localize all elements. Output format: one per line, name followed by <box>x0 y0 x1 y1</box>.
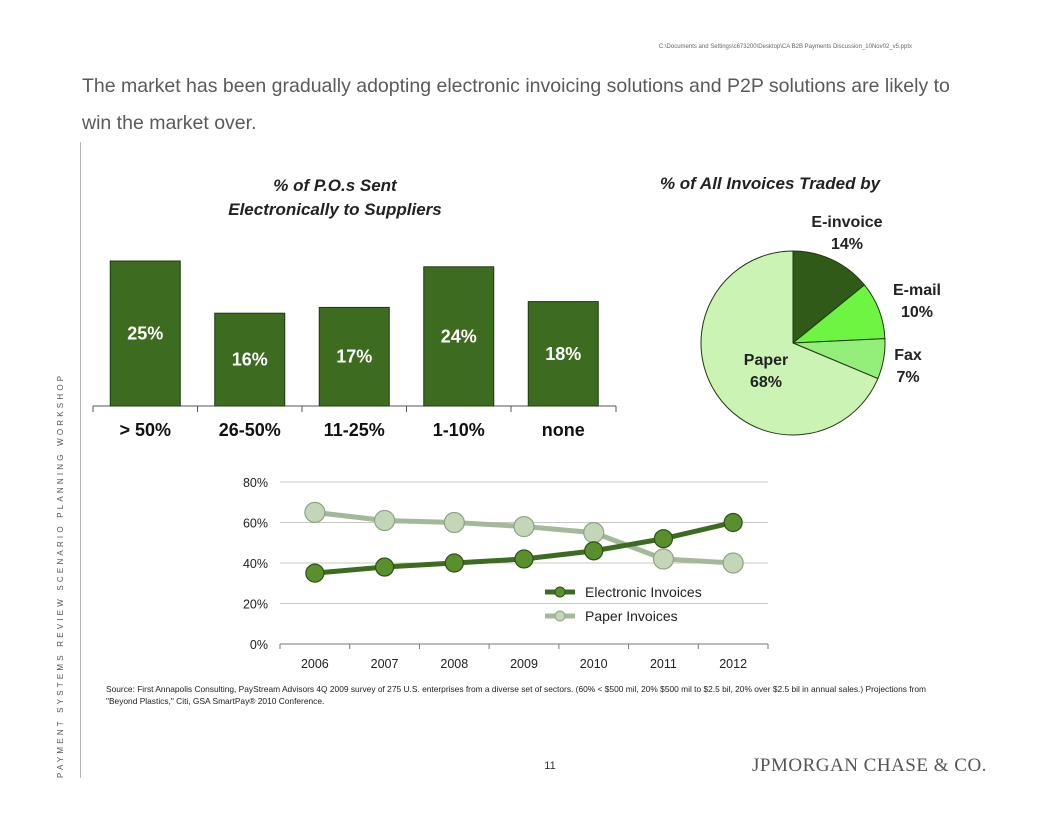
pie-chart-title: % of All Invoices Traded by <box>659 174 881 193</box>
pie-slice-name: E-invoice <box>811 214 882 231</box>
jpmorgan-logo: JPMORGAN CHASE & CO. <box>752 755 987 776</box>
line-y-tick-label: 20% <box>243 598 268 612</box>
bar-category-label: 26-50% <box>219 420 281 440</box>
series-point-0 <box>514 549 534 569</box>
line-y-tick-label: 0% <box>250 638 268 652</box>
line-y-tick-label: 80% <box>243 476 268 490</box>
bar-value-label: 16% <box>232 350 268 370</box>
legend-marker-1 <box>554 610 566 622</box>
sidebar-vertical-text: PAYMENT SYSTEMS REVIEW SCENARIO PLANNING… <box>56 372 65 778</box>
pie-slice-name: Fax <box>894 347 922 364</box>
bar-value-label: 17% <box>336 347 372 367</box>
line-x-tick-label: 2012 <box>719 657 747 671</box>
series-point-1 <box>373 509 396 532</box>
source-note: Source: First Annapolis Consulting, PayS… <box>106 684 926 706</box>
file-path: C:\Documents and Settings\c673200\Deskto… <box>658 44 912 50</box>
line-x-tick-label: 2011 <box>650 657 677 671</box>
line-y-tick-label: 40% <box>243 557 268 571</box>
series-point-0 <box>444 553 464 573</box>
pie-slice-label: 68% <box>750 374 782 391</box>
line-x-tick-label: 2009 <box>510 657 538 671</box>
pie-slice-label: 7% <box>896 369 919 386</box>
pie-slice-e-invoice <box>792 250 866 345</box>
line-x-tick-label: 2008 <box>440 657 468 671</box>
vertical-divider <box>80 142 81 778</box>
bar-value-label: 24% <box>441 326 477 346</box>
bar-26-50% <box>214 312 286 407</box>
page-headline: The market has been gradually adopting e… <box>82 75 950 134</box>
pie-chart: E-invoice 14% E-mail 10% Fax 7% Paper 68% <box>700 214 941 436</box>
bar-chart-title-line1: % of P.O.s Sent <box>273 176 397 195</box>
series-point-1 <box>583 522 605 544</box>
bar-category-label: 1-10% <box>433 420 485 440</box>
bar-value-label: 18% <box>545 344 581 364</box>
pie-slice-name: Paper <box>744 352 788 369</box>
line-y-tick-label: 60% <box>243 517 268 531</box>
series-point-0 <box>584 541 604 561</box>
bar-category-label: none <box>542 420 585 440</box>
bar-chart-title: % of P.O.s Sent Electronically to Suppli… <box>150 174 520 222</box>
line-chart: 0% 20% 40% 60% 80% 2006 2007 2008 2009 2010 2011 20… <box>243 476 769 671</box>
legend-label: Electronic Invoices <box>585 584 702 600</box>
series-point-0 <box>723 512 743 533</box>
bar-none <box>527 301 599 407</box>
legend-marker-0 <box>554 586 566 598</box>
line-x-tick-label: 2007 <box>371 657 399 671</box>
series-point-0 <box>374 557 395 577</box>
series-point-1 <box>652 548 675 570</box>
series-point-0 <box>653 529 674 549</box>
line-x-tick-label: 2006 <box>301 657 329 671</box>
legend-label: Paper Invoices <box>585 608 678 624</box>
bar-> 50% <box>109 260 181 407</box>
series-point-1 <box>304 501 326 523</box>
bar-1-10% <box>423 266 495 407</box>
pie-slice-name: E-mail <box>893 282 941 299</box>
line-x-tick-label: 2010 <box>580 657 608 671</box>
pie-slice-label: 14% <box>831 236 863 253</box>
bar-category-label: > 50% <box>119 420 171 440</box>
bar-chart-title-line2: Electronically to Suppliers <box>228 200 442 219</box>
bar-category-label: 11-25% <box>324 420 385 440</box>
series-point-0 <box>305 563 325 583</box>
bar-value-label: 25% <box>127 324 163 344</box>
pie-slice-paper <box>700 250 879 436</box>
bar-11-25% <box>318 306 390 407</box>
series-point-1 <box>443 511 465 534</box>
page-number: 11 <box>544 760 556 772</box>
series-point-1 <box>722 552 744 574</box>
pie-slice-label: 10% <box>901 304 933 321</box>
bar-chart: 25% > 50% 16% 26-50% 17% 11-25% 24% 1-10% 18% non… <box>92 260 617 440</box>
series-point-1 <box>513 515 535 538</box>
